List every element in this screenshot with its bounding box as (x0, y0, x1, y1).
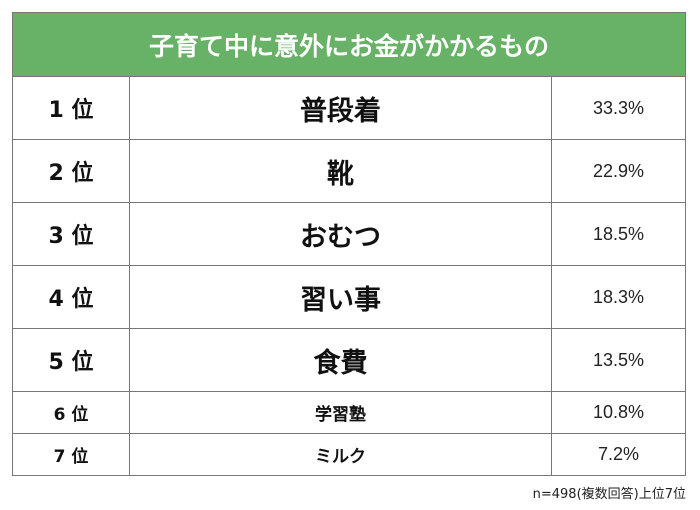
rank-cell: 2 位 (13, 139, 130, 203)
percent-cell: 13.5% (551, 328, 685, 392)
rank-cell: 1 位 (13, 77, 130, 140)
table-row: 5 位 食費 13.5% (13, 328, 685, 392)
percent-cell: 18.5% (551, 202, 685, 266)
percent-cell: 7.2% (597, 444, 640, 464)
rank-cell: 3 位 (13, 202, 130, 266)
table-row: 7 位 ミルク 7.2% (13, 433, 685, 475)
percent-cell: 10.8% (551, 391, 685, 434)
table-row: 2 位 靴 22.9% (13, 139, 685, 203)
percent-cell: 33.3% (551, 77, 685, 140)
table-row: 3 位 おむつ 18.5% (13, 202, 685, 266)
item-cell: 靴 (129, 139, 552, 203)
item-cell: 習い事 (129, 265, 552, 329)
table-row: 4 位 習い事 18.3% (13, 265, 685, 329)
sample-size-footnote: n=498(複数回答)上位7位 (532, 487, 686, 502)
ranking-grid: 1 位 普段着 33.3% 2 位 靴 22.9% 3 位 おむつ 18.5% … (13, 77, 685, 475)
rank-cell: 6 位 (13, 391, 130, 434)
table-row: 1 位 普段着 33.3% (13, 77, 685, 140)
table-title: 子育て中に意外にお金がかかるもの (13, 13, 685, 77)
table-row: 6 位 学習塾 10.8% (13, 391, 685, 434)
percent-cell: 18.3% (551, 265, 685, 329)
item-cell: おむつ (129, 202, 552, 266)
item-cell: ミルク (129, 433, 552, 475)
rank-cell: 7 位 (13, 433, 130, 475)
ranking-table: 子育て中に意外にお金がかかるもの 1 位 普段着 33.3% 2 位 靴 22.… (12, 12, 686, 476)
rank-cell: 4 位 (13, 265, 130, 329)
percent-cell: 22.9% (551, 139, 685, 203)
item-cell: 食費 (129, 328, 552, 392)
item-cell: 学習塾 (129, 391, 552, 434)
rank-cell: 5 位 (13, 328, 130, 392)
item-cell: 普段着 (129, 77, 552, 140)
